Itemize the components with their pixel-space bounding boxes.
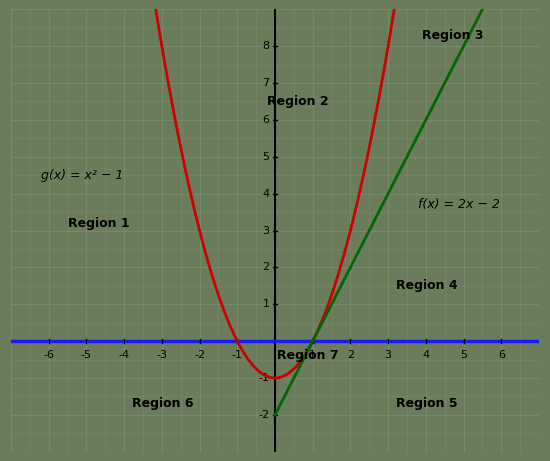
Text: 6: 6 xyxy=(498,350,505,361)
Text: Region 4: Region 4 xyxy=(395,279,457,292)
Text: -2: -2 xyxy=(258,410,270,420)
Text: 8: 8 xyxy=(262,41,270,51)
Text: g(x) = x² − 1: g(x) = x² − 1 xyxy=(41,169,124,182)
Text: -6: -6 xyxy=(43,350,54,361)
Text: 1: 1 xyxy=(309,350,316,361)
Text: Region 5: Region 5 xyxy=(395,397,457,410)
Text: 3: 3 xyxy=(262,225,270,236)
Text: Region 7: Region 7 xyxy=(277,349,338,361)
Text: -5: -5 xyxy=(81,350,92,361)
Text: Region 1: Region 1 xyxy=(68,217,129,230)
Text: 7: 7 xyxy=(262,78,270,88)
Text: -4: -4 xyxy=(119,350,130,361)
Text: 5: 5 xyxy=(460,350,467,361)
Text: 5: 5 xyxy=(262,152,270,162)
Text: 4: 4 xyxy=(422,350,430,361)
Text: 2: 2 xyxy=(347,350,354,361)
Text: 3: 3 xyxy=(384,350,392,361)
Text: -2: -2 xyxy=(194,350,205,361)
Text: Region 6: Region 6 xyxy=(131,397,193,410)
Text: f(x) = 2x − 2: f(x) = 2x − 2 xyxy=(419,198,500,211)
Text: Region 2: Region 2 xyxy=(267,95,329,108)
Text: Region 3: Region 3 xyxy=(422,29,483,41)
Text: 2: 2 xyxy=(262,262,270,272)
Text: -1: -1 xyxy=(232,350,243,361)
Text: 4: 4 xyxy=(262,189,270,199)
Text: 1: 1 xyxy=(262,299,270,309)
Text: -3: -3 xyxy=(156,350,167,361)
Text: 6: 6 xyxy=(262,115,270,125)
Text: -1: -1 xyxy=(258,373,270,383)
